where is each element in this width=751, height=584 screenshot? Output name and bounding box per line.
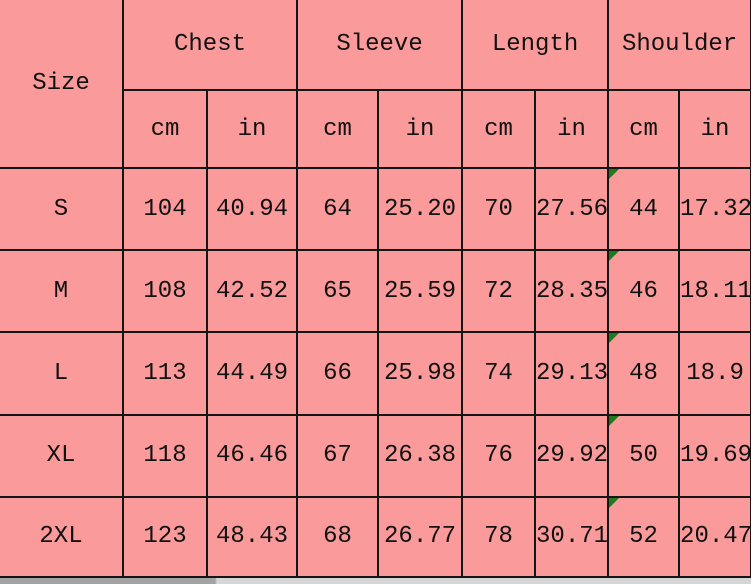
cell-size[interactable]: XL bbox=[0, 413, 124, 498]
cell-chest-cm[interactable]: 113 bbox=[122, 331, 208, 416]
cell-shoulder-in[interactable]: 18.9 bbox=[678, 331, 751, 416]
cell-value: 50 bbox=[629, 442, 658, 470]
cell-length-in[interactable]: 27.56 bbox=[534, 166, 610, 252]
col-header-sleeve[interactable]: Sleeve bbox=[296, 0, 464, 91]
cell-chest-in[interactable]: 42.52 bbox=[205, 249, 299, 334]
cell-length-cm[interactable]: 72 bbox=[461, 249, 537, 334]
cell-length-cm[interactable]: 76 bbox=[461, 413, 537, 498]
table-row-m: M 108 42.52 65 25.59 72 28.35 46 18.11 bbox=[0, 249, 751, 334]
error-indicator-icon bbox=[610, 252, 620, 262]
cell-sleeve-in[interactable]: 25.59 bbox=[377, 249, 464, 334]
cell-shoulder-cm[interactable]: 50 bbox=[607, 413, 681, 498]
cell-length-in[interactable]: 30.71 bbox=[534, 495, 610, 579]
cell-chest-in[interactable]: 40.94 bbox=[205, 166, 299, 252]
header-size[interactable]: Size bbox=[0, 0, 124, 169]
cell-size[interactable]: S bbox=[0, 166, 124, 252]
cell-length-cm[interactable]: 78 bbox=[461, 495, 537, 579]
error-indicator-icon bbox=[610, 498, 620, 508]
cell-value: 44 bbox=[629, 195, 658, 223]
cell-shoulder-in[interactable]: 18.11 bbox=[678, 249, 751, 334]
cell-sleeve-cm[interactable]: 64 bbox=[296, 166, 380, 252]
subheader-shoulder-in[interactable]: in bbox=[678, 89, 751, 169]
cell-sleeve-cm[interactable]: 65 bbox=[296, 249, 380, 334]
cell-value: 46 bbox=[629, 277, 658, 305]
cell-chest-cm[interactable]: 118 bbox=[122, 413, 208, 498]
cell-sleeve-cm[interactable]: 67 bbox=[296, 413, 380, 498]
col-header-length[interactable]: Length bbox=[461, 0, 610, 91]
subheader-length-in[interactable]: in bbox=[534, 89, 610, 169]
cell-shoulder-in[interactable]: 20.47 bbox=[678, 495, 751, 579]
cell-chest-in[interactable]: 44.49 bbox=[205, 331, 299, 416]
cell-shoulder-cm[interactable]: 48 bbox=[607, 331, 681, 416]
cell-chest-cm[interactable]: 104 bbox=[122, 166, 208, 252]
subheader-sleeve-in[interactable]: in bbox=[377, 89, 464, 169]
cell-length-in[interactable]: 28.35 bbox=[534, 249, 610, 334]
cell-length-in[interactable]: 29.92 bbox=[534, 413, 610, 498]
col-header-shoulder[interactable]: Shoulder bbox=[607, 0, 751, 91]
subheader-chest-in[interactable]: in bbox=[205, 89, 299, 169]
cell-value: 48 bbox=[629, 359, 658, 387]
cell-sleeve-in[interactable]: 25.20 bbox=[377, 166, 464, 252]
cell-chest-in[interactable]: 46.46 bbox=[205, 413, 299, 498]
col-header-chest[interactable]: Chest bbox=[121, 0, 299, 91]
table-row-2xl: 2XL 123 48.43 68 26.77 78 30.71 52 20.47 bbox=[0, 495, 751, 579]
cell-sleeve-in[interactable]: 26.77 bbox=[377, 495, 464, 579]
cell-shoulder-in[interactable]: 19.69 bbox=[678, 413, 751, 498]
cell-size[interactable]: M bbox=[0, 249, 124, 334]
cell-sleeve-cm[interactable]: 68 bbox=[296, 495, 380, 579]
cell-chest-cm[interactable]: 108 bbox=[122, 249, 208, 334]
sheet-edge-shadow bbox=[0, 578, 751, 584]
subheader-chest-cm[interactable]: cm bbox=[122, 89, 208, 169]
cell-sleeve-in[interactable]: 26.38 bbox=[377, 413, 464, 498]
cell-sleeve-cm[interactable]: 66 bbox=[296, 331, 380, 416]
cell-length-cm[interactable]: 74 bbox=[461, 331, 537, 416]
subheader-length-cm[interactable]: cm bbox=[461, 89, 537, 169]
cell-shoulder-cm[interactable]: 46 bbox=[607, 249, 681, 334]
cell-size[interactable]: 2XL bbox=[0, 495, 124, 579]
error-indicator-icon bbox=[610, 416, 620, 426]
subheader-sleeve-cm[interactable]: cm bbox=[296, 89, 380, 169]
cell-length-cm[interactable]: 70 bbox=[461, 166, 537, 252]
header-group-row: Size Chest Sleeve Length Shoulder bbox=[0, 0, 751, 169]
cell-shoulder-in[interactable]: 17.32 bbox=[678, 166, 751, 252]
cell-shoulder-cm[interactable]: 52 bbox=[607, 495, 681, 579]
header-units-row: cm in cm in cm in cm in bbox=[0, 89, 751, 169]
table-row-s: S 104 40.94 64 25.20 70 27.56 44 17.32 bbox=[0, 166, 751, 252]
cell-sleeve-in[interactable]: 25.98 bbox=[377, 331, 464, 416]
cell-shoulder-cm[interactable]: 44 bbox=[607, 166, 681, 252]
cell-chest-in[interactable]: 48.43 bbox=[205, 495, 299, 579]
cell-chest-cm[interactable]: 123 bbox=[122, 495, 208, 579]
cell-length-in[interactable]: 29.13 bbox=[534, 331, 610, 416]
cell-size[interactable]: L bbox=[0, 331, 124, 416]
error-indicator-icon bbox=[610, 334, 620, 344]
cell-value: 52 bbox=[629, 523, 658, 551]
table-row-xl: XL 118 46.46 67 26.38 76 29.92 50 19.69 bbox=[0, 413, 751, 498]
error-indicator-icon bbox=[610, 170, 620, 179]
subheader-shoulder-cm[interactable]: cm bbox=[607, 89, 681, 169]
table-row-l: L 113 44.49 66 25.98 74 29.13 48 18.9 bbox=[0, 331, 751, 416]
